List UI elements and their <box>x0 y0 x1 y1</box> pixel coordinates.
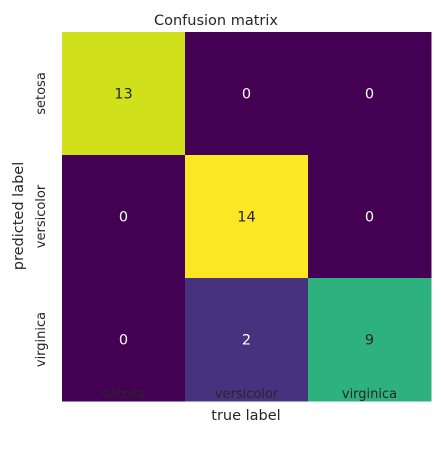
x-axis-label: true label <box>211 408 280 424</box>
y-axis-label: predicted label <box>11 162 27 270</box>
y-tick-label: setosa <box>34 72 49 115</box>
cell-value-label: 14 <box>237 210 255 226</box>
heatmap-cell-r2-c2 <box>308 278 432 402</box>
x-tick-label: versicolor <box>215 387 279 402</box>
heatmap-cell-r2-c0 <box>62 278 186 402</box>
heatmap-cell-r2-c1 <box>185 278 309 402</box>
y-tick-labels: setosa versicolor virginica <box>34 72 49 367</box>
cell-value-label: 2 <box>242 333 251 349</box>
cell-value-label: 0 <box>365 210 374 226</box>
heatmap-cell-r1-c1 <box>185 155 309 279</box>
heatmap-annotations: 13 0 0 0 14 0 0 2 9 <box>114 87 374 349</box>
heatmap-cell-r1-c2 <box>308 155 432 279</box>
y-tick-label: versicolor <box>34 184 49 248</box>
x-tick-label: setosa <box>102 387 145 402</box>
chart-title: Confusion matrix <box>154 13 278 29</box>
heatmap-cell-r0-c2 <box>308 32 432 156</box>
heatmap-cell-r1-c0 <box>62 155 186 279</box>
cell-value-label: 13 <box>114 87 132 103</box>
cell-value-label: 0 <box>242 87 251 103</box>
x-tick-labels: setosa versicolor virginica <box>102 387 397 402</box>
cell-value-label: 0 <box>119 333 128 349</box>
x-tick-label: virginica <box>342 387 397 402</box>
heatmap-cell-r0-c1 <box>185 32 309 156</box>
heatmap-cells <box>62 32 432 402</box>
cell-value-label: 0 <box>365 87 374 103</box>
cell-value-label: 9 <box>365 333 374 349</box>
cell-value-label: 0 <box>119 210 128 226</box>
y-tick-label: virginica <box>34 312 49 367</box>
heatmap-cell-r0-c0 <box>62 32 186 156</box>
